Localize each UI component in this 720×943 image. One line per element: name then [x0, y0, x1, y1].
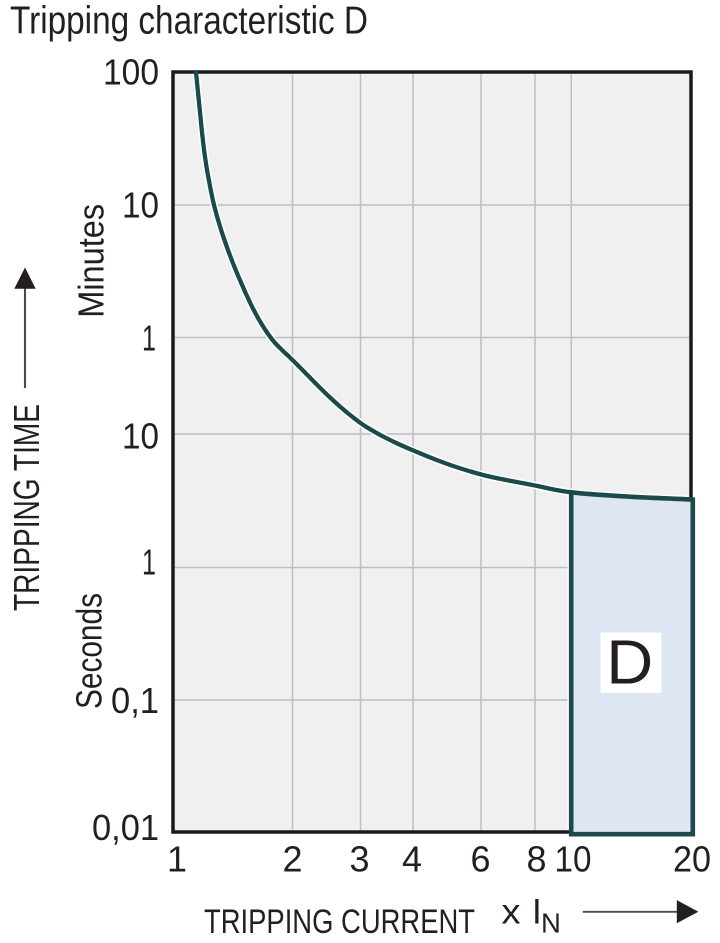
svg-text:0,1: 0,1 [111, 680, 159, 721]
svg-text:10: 10 [122, 415, 159, 456]
svg-text:TRIPPING CURRENT: TRIPPING CURRENT [204, 903, 475, 941]
svg-text:10: 10 [122, 184, 159, 225]
svg-text:1: 1 [142, 317, 156, 358]
svg-text:N: N [541, 908, 561, 939]
svg-text:TRIPPING TIME: TRIPPING TIME [6, 404, 47, 611]
svg-text:8: 8 [526, 839, 546, 880]
svg-text:3: 3 [349, 839, 369, 880]
svg-text:2: 2 [282, 839, 302, 880]
svg-text:D: D [606, 629, 653, 698]
svg-text:Tripping characteristic D: Tripping characteristic D [10, 0, 368, 43]
svg-text:100: 100 [103, 51, 159, 92]
svg-text:10: 10 [555, 839, 592, 880]
svg-text:Seconds: Seconds [69, 593, 110, 709]
svg-text:I: I [532, 893, 542, 932]
svg-text:0,01: 0,01 [92, 807, 159, 848]
svg-text:Minutes: Minutes [71, 204, 112, 318]
svg-text:1: 1 [142, 541, 156, 582]
svg-text:20: 20 [673, 839, 711, 880]
svg-text:x: x [502, 893, 522, 932]
svg-text:6: 6 [470, 839, 490, 880]
svg-text:1: 1 [167, 839, 187, 880]
svg-text:4: 4 [402, 839, 422, 880]
